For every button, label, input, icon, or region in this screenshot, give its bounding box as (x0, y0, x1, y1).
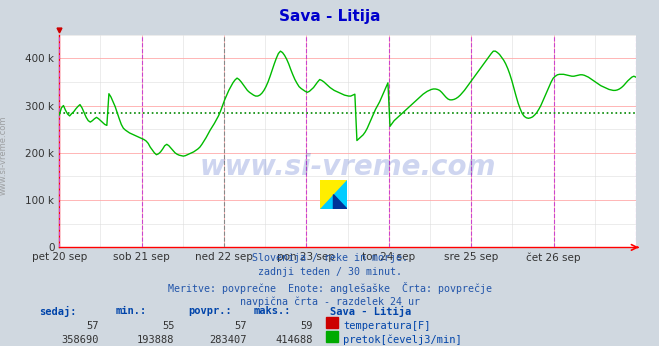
Polygon shape (320, 180, 347, 209)
Text: 193888: 193888 (137, 335, 175, 345)
Text: zadnji teden / 30 minut.: zadnji teden / 30 minut. (258, 267, 401, 277)
Text: sedaj:: sedaj: (40, 306, 77, 317)
Text: 55: 55 (162, 321, 175, 331)
Text: Sava - Litija: Sava - Litija (279, 9, 380, 24)
Text: 57: 57 (235, 321, 247, 331)
Text: min.:: min.: (115, 306, 146, 316)
Text: Meritve: povprečne  Enote: anglešaške  Črta: povprečje: Meritve: povprečne Enote: anglešaške Črt… (167, 282, 492, 294)
Text: www.si-vreme.com: www.si-vreme.com (0, 116, 8, 195)
Polygon shape (320, 180, 347, 209)
Text: 283407: 283407 (210, 335, 247, 345)
Text: www.si-vreme.com: www.si-vreme.com (200, 153, 496, 181)
Text: navpična črta - razdelek 24 ur: navpična črta - razdelek 24 ur (239, 296, 420, 307)
Text: pretok[čevelj3/min]: pretok[čevelj3/min] (343, 335, 462, 345)
Text: Slovenija / reke in morje.: Slovenija / reke in morje. (252, 253, 407, 263)
Text: 59: 59 (301, 321, 313, 331)
Text: povpr.:: povpr.: (188, 306, 231, 316)
Text: temperatura[F]: temperatura[F] (343, 321, 431, 331)
Text: Sava - Litija: Sava - Litija (330, 306, 411, 317)
Text: 414688: 414688 (275, 335, 313, 345)
Text: 57: 57 (86, 321, 99, 331)
Polygon shape (333, 194, 347, 209)
Text: 358690: 358690 (61, 335, 99, 345)
Text: maks.:: maks.: (254, 306, 291, 316)
